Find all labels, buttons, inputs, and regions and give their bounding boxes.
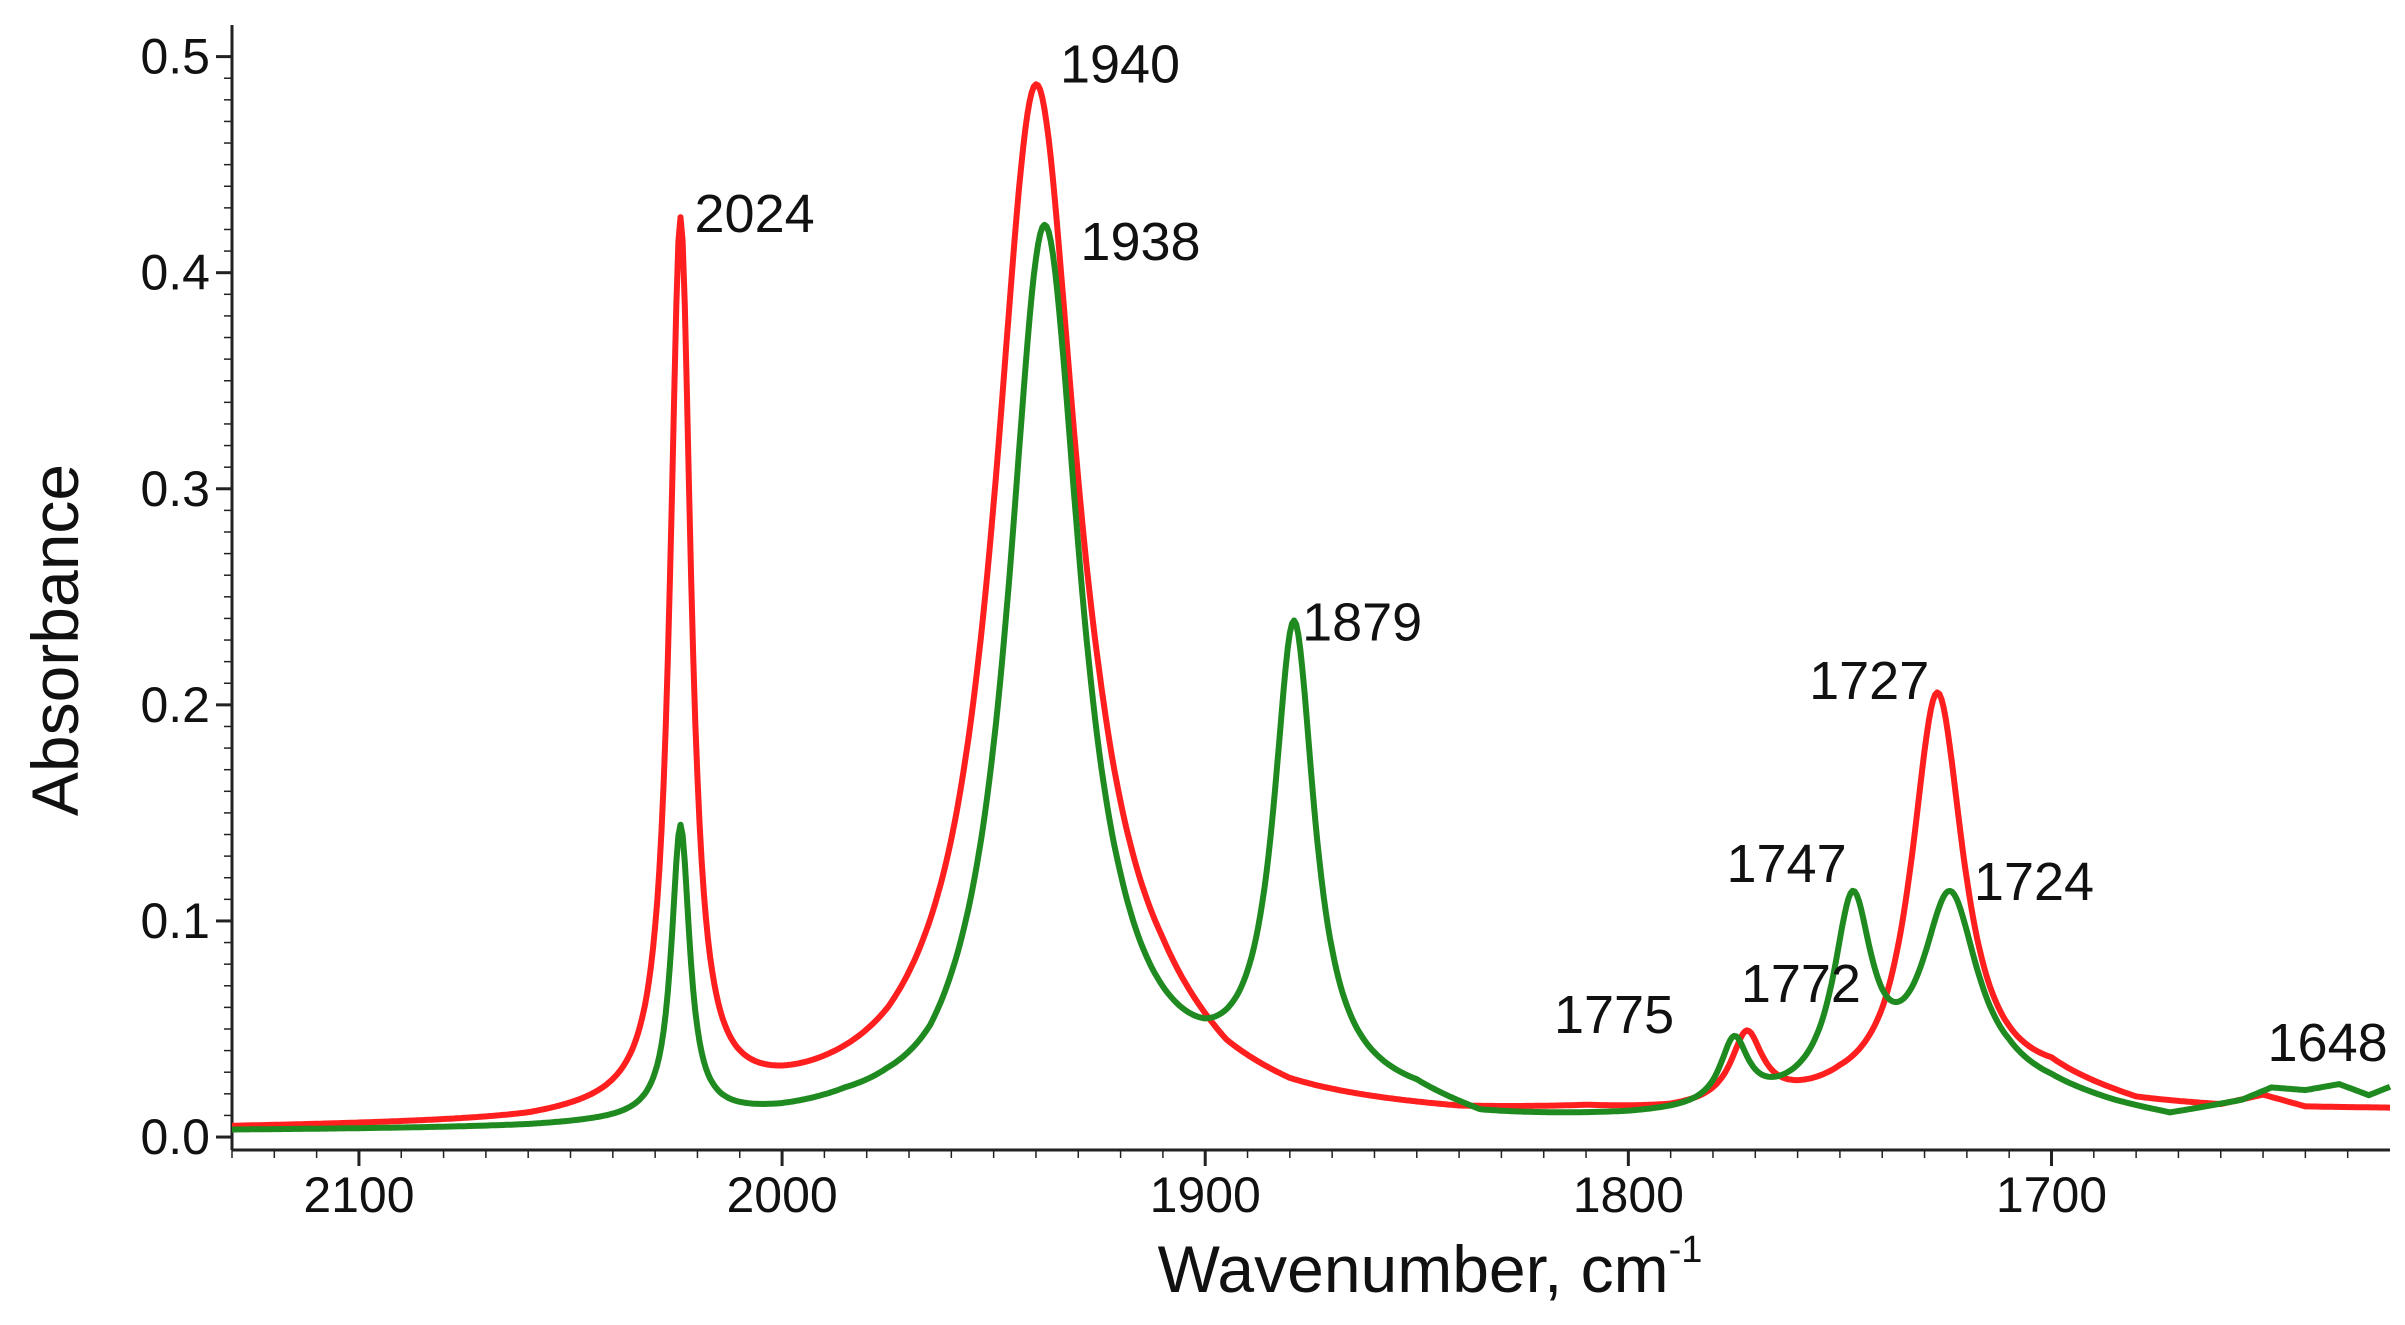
x-tick-label: 2000 xyxy=(726,1167,837,1223)
peak-label-1648: 1648 xyxy=(2268,1013,2388,1073)
x-axis-title: Wavenumber, cm-1 xyxy=(1158,1229,1703,1306)
peak-label-2024: 2024 xyxy=(695,184,815,244)
x-axis-title-text: Wavenumber, cm xyxy=(1158,1232,1669,1306)
y-tick-label: 0.3 xyxy=(140,461,210,517)
peak-label-1727: 1727 xyxy=(1809,651,1929,711)
y-tick-label: 0.2 xyxy=(140,677,210,733)
y-tick-label: 0.0 xyxy=(140,1109,210,1165)
axes: 0.0 0.1 0.2 0.3 0.4 0.5 2100 2000 1900 1800 1700 xyxy=(140,25,2390,1223)
x-tick-label: 1700 xyxy=(1996,1167,2107,1223)
y-axis-title: Absorbance xyxy=(18,464,92,816)
y-tick-label: 0.5 xyxy=(140,29,210,85)
peak-label-1724: 1724 xyxy=(1974,852,2094,912)
peak-label-1940: 1940 xyxy=(1060,35,1180,95)
y-tick-label: 0.1 xyxy=(140,893,210,949)
peak-labels: 2024 1940 1938 1879 1727 1747 1724 1775 1772 1648 xyxy=(695,35,2388,1074)
x-tick-label: 1800 xyxy=(1573,1167,1684,1223)
peak-label-1772: 1772 xyxy=(1741,954,1861,1014)
x-tick-label: 1900 xyxy=(1150,1167,1261,1223)
x-axis-title-superscript: -1 xyxy=(1669,1229,1703,1271)
series-line-1 xyxy=(231,81,2391,1129)
series-group xyxy=(231,81,2392,1133)
x-tick-label: 2100 xyxy=(303,1167,414,1223)
peak-label-1879: 1879 xyxy=(1302,593,1422,653)
peak-label-1747: 1747 xyxy=(1726,834,1846,894)
y-tick-label: 0.4 xyxy=(140,245,210,301)
series-line-2 xyxy=(231,221,2392,1133)
peak-label-1938: 1938 xyxy=(1080,212,1200,272)
peak-label-1775: 1775 xyxy=(1554,985,1674,1045)
